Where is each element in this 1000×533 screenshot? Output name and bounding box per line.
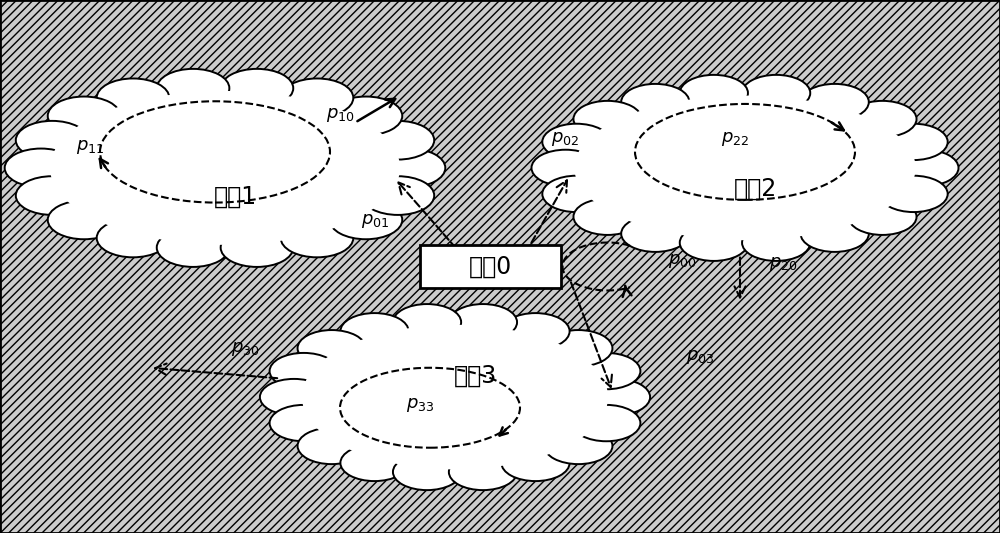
Ellipse shape	[302, 325, 608, 470]
Text: 区址1: 区址1	[213, 185, 257, 209]
Circle shape	[572, 405, 640, 441]
Circle shape	[542, 176, 611, 212]
Circle shape	[298, 330, 366, 366]
Text: $p_{20}$: $p_{20}$	[769, 255, 797, 273]
Circle shape	[97, 219, 169, 257]
Circle shape	[16, 121, 88, 159]
Circle shape	[680, 224, 748, 261]
Circle shape	[362, 121, 434, 159]
Text: 区址3: 区址3	[453, 364, 497, 388]
Circle shape	[221, 69, 293, 108]
Circle shape	[544, 428, 612, 464]
Circle shape	[801, 215, 869, 252]
Circle shape	[848, 199, 917, 235]
Circle shape	[16, 176, 88, 215]
Circle shape	[270, 353, 338, 389]
Circle shape	[373, 149, 445, 187]
Circle shape	[270, 405, 338, 441]
Circle shape	[742, 75, 810, 111]
Ellipse shape	[550, 85, 940, 251]
Circle shape	[340, 445, 409, 481]
Circle shape	[573, 199, 642, 235]
Circle shape	[48, 96, 120, 135]
Circle shape	[48, 200, 120, 239]
Text: $p_{11}$: $p_{11}$	[76, 138, 104, 156]
Circle shape	[281, 219, 353, 257]
Circle shape	[573, 101, 642, 137]
Ellipse shape	[50, 91, 400, 245]
FancyBboxPatch shape	[420, 245, 560, 288]
Text: $p_{00}$: $p_{00}$	[668, 252, 696, 270]
Text: 区址2: 区址2	[733, 177, 777, 201]
Circle shape	[157, 228, 229, 267]
Text: $p_{03}$: $p_{03}$	[686, 348, 714, 366]
Ellipse shape	[25, 80, 425, 256]
Circle shape	[572, 353, 640, 389]
Text: $p_{10}$: $p_{10}$	[326, 106, 354, 124]
Text: 区址0: 区址0	[468, 254, 512, 279]
Circle shape	[501, 313, 570, 350]
Circle shape	[330, 96, 402, 135]
Circle shape	[848, 101, 917, 137]
Circle shape	[449, 304, 517, 341]
Circle shape	[157, 69, 229, 108]
Circle shape	[221, 228, 293, 267]
Text: $p_{30}$: $p_{30}$	[231, 340, 259, 358]
Circle shape	[621, 215, 689, 252]
Circle shape	[340, 313, 409, 350]
Circle shape	[621, 84, 689, 120]
Circle shape	[260, 379, 328, 415]
Circle shape	[742, 224, 810, 261]
Text: $p_{01}$: $p_{01}$	[361, 212, 389, 230]
Circle shape	[501, 445, 570, 481]
Circle shape	[393, 454, 461, 490]
Circle shape	[879, 124, 948, 160]
Circle shape	[362, 176, 434, 215]
Circle shape	[281, 78, 353, 117]
Circle shape	[890, 150, 958, 186]
Circle shape	[449, 454, 517, 490]
Circle shape	[544, 330, 612, 366]
Circle shape	[582, 379, 650, 415]
Text: $p_{33}$: $p_{33}$	[406, 396, 434, 414]
Circle shape	[330, 200, 402, 239]
Circle shape	[298, 428, 366, 464]
Circle shape	[97, 78, 169, 117]
Ellipse shape	[280, 314, 630, 480]
Circle shape	[393, 304, 461, 341]
Text: $p_{22}$: $p_{22}$	[721, 130, 749, 148]
Circle shape	[532, 150, 600, 186]
Circle shape	[801, 84, 869, 120]
Circle shape	[879, 176, 948, 212]
Ellipse shape	[574, 95, 916, 240]
Circle shape	[542, 124, 611, 160]
Circle shape	[680, 75, 748, 111]
Circle shape	[5, 149, 77, 187]
Text: $p_{02}$: $p_{02}$	[551, 130, 579, 148]
